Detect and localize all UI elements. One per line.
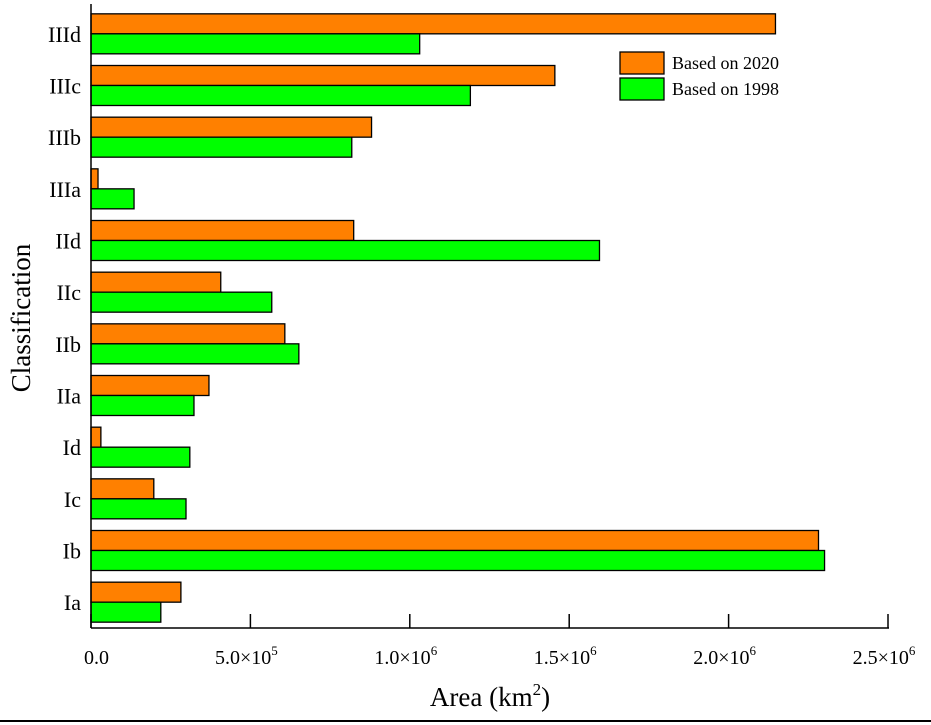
bar-Id-1998 — [90, 446, 191, 468]
bar-IId-2020 — [90, 219, 355, 242]
x-tick-mantissa: 2.0×10 — [693, 647, 749, 669]
bar-IIc-1998 — [90, 291, 273, 313]
bar-IIb-1998 — [90, 343, 300, 365]
x-tick-exponent: 6 — [749, 643, 756, 658]
y-tick-label: IIb — [55, 332, 81, 357]
bar-Ia-2020 — [90, 581, 182, 603]
y-tick-label: IIIa — [49, 177, 81, 202]
bar-Ib-2020 — [90, 529, 820, 552]
x-tick-label: 5.0×105 — [215, 643, 278, 669]
bar-IIIc-1998 — [90, 84, 472, 107]
bar-IIIc-2020 — [90, 64, 556, 87]
bar-IIc-2020 — [90, 271, 222, 293]
y-tick-label: Ib — [63, 539, 81, 564]
x-tick-mantissa: 2.5×10 — [853, 647, 909, 669]
y-tick-label: IIId — [48, 22, 81, 47]
x-tick-exponent: 6 — [431, 643, 438, 658]
x-tick-mantissa: 5.0×10 — [215, 647, 271, 669]
legend-label: Based on 2020 — [672, 53, 779, 73]
legend-label: Based on 1998 — [672, 79, 779, 99]
bar-Ia-1998 — [90, 601, 162, 623]
x-tick-exponent: 6 — [590, 643, 597, 658]
y-tick-label: IIa — [57, 384, 82, 409]
bar-Ic-2020 — [90, 478, 155, 500]
bar-IIa-2020 — [90, 374, 210, 397]
bar-Id-2020 — [90, 426, 102, 448]
legend-swatch-1 — [619, 77, 665, 101]
bar-IIIb-1998 — [90, 136, 353, 158]
bar-IId-1998 — [90, 239, 601, 262]
bar-IIIa-1998 — [90, 188, 135, 210]
bar-IIIb-2020 — [90, 116, 373, 138]
y-tick-label: Ic — [64, 487, 81, 512]
bar-IIa-1998 — [90, 394, 195, 417]
legend: Based on 2020 Based on 1998 — [619, 51, 779, 101]
x-tick-label: 1.0×106 — [374, 643, 437, 669]
x-tick-mantissa: 0.0 — [84, 647, 109, 669]
y-tick-label: IId — [55, 229, 81, 254]
y-tick-label: Id — [63, 435, 81, 460]
bar-IIIa-2020 — [90, 168, 99, 190]
x-tick-label: 1.5×106 — [534, 643, 597, 669]
legend-swatch-0 — [619, 51, 665, 75]
y-tick-label: Ia — [64, 590, 81, 615]
y-tick-label: IIIb — [48, 125, 81, 150]
y-axis-label: Classification — [6, 243, 36, 392]
bar-Ic-1998 — [90, 498, 187, 520]
x-tick-mantissa: 1.0×10 — [374, 647, 430, 669]
x-tick-label: 2.0×106 — [693, 643, 756, 669]
x-tick-exponent: 6 — [909, 643, 916, 658]
x-tick-exponent: 5 — [271, 643, 278, 658]
x-tick-mantissa: 1.5×10 — [534, 647, 590, 669]
bar-IIb-2020 — [90, 323, 286, 345]
bar-Ib-1998 — [90, 549, 826, 572]
x-axis-label: Area (km2) — [430, 680, 550, 712]
x-tick-label: 0.0 — [84, 647, 109, 669]
y-tick-label: IIIc — [49, 74, 81, 99]
bar-IIId-1998 — [90, 33, 421, 55]
y-tick-label: IIc — [57, 280, 82, 305]
bar-IIId-2020 — [90, 13, 777, 35]
x-tick-label: 2.5×106 — [853, 643, 916, 669]
